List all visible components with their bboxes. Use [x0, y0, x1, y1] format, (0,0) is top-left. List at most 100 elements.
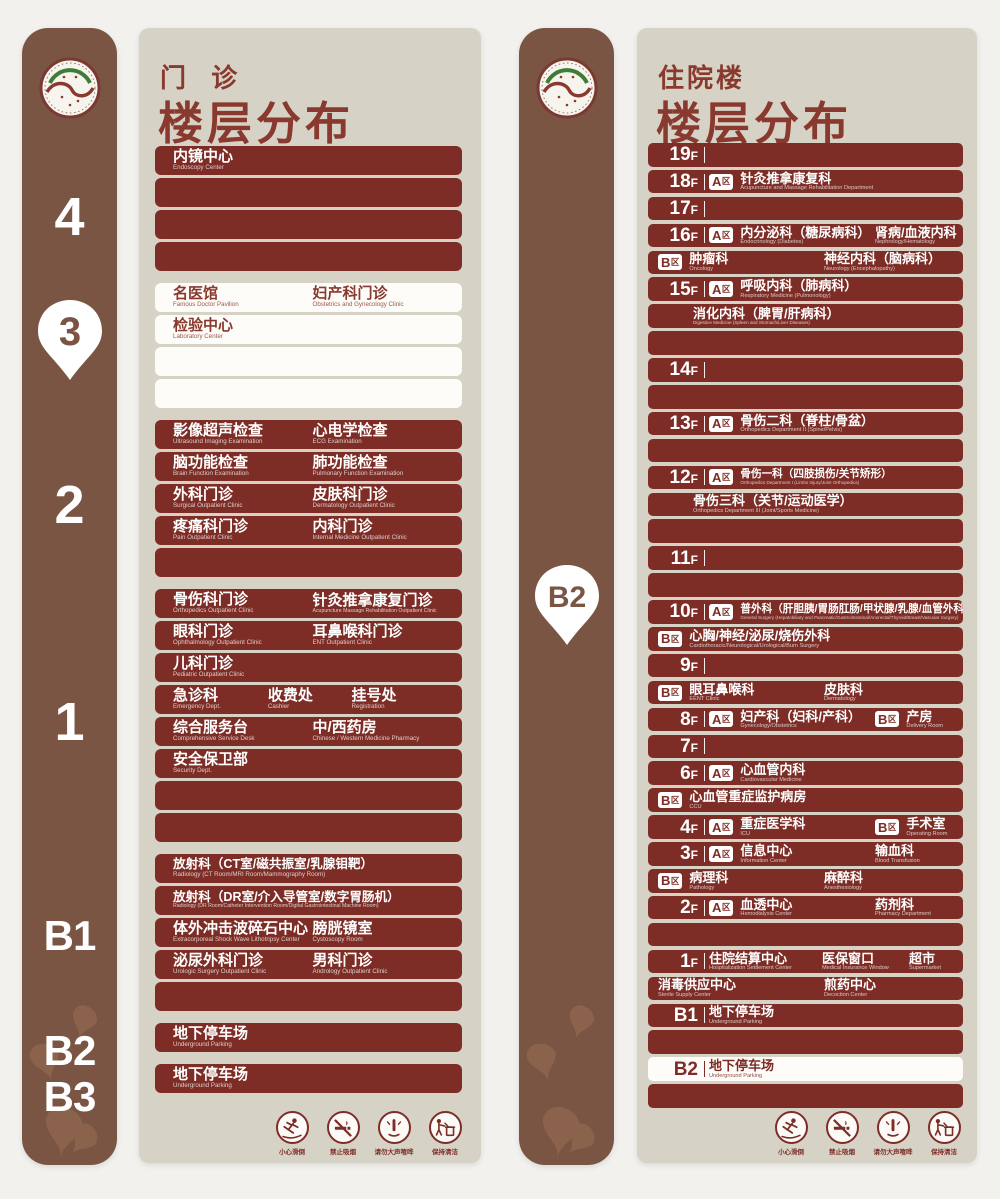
department-name-zh: 煎药中心	[824, 977, 877, 993]
department-text: 神经内科（脑病科） Neurology (Encephalopathy)	[824, 252, 941, 272]
directory-row: 骨伤三科（关节/运动医学） Orthopedics Department III …	[648, 492, 963, 517]
department-cell: 急诊科 Emergency Dept.	[173, 688, 268, 711]
department-name-en: Oncology	[689, 266, 714, 273]
floor-suffix: F	[690, 740, 698, 755]
department-name-en: ECG Examination	[312, 437, 362, 445]
department-cell: 肾病/血液内科 Nephrology/Hematology	[875, 225, 957, 246]
department-name-en: Cardiovascular Medicine	[740, 776, 802, 783]
zone-char: 区	[721, 176, 731, 187]
row-content: A 区呼吸内科（肺病科） Respiratory Medicine (Pulmono…	[705, 279, 963, 299]
department-name-en: Neurology (Encephalopathy)	[824, 266, 895, 273]
directory-row: 18 F A 区针灸推拿康复科 Acupuncture and Massage Reha…	[648, 169, 963, 194]
department-text: 消毒供应中心 Sterile Supply Center	[658, 978, 736, 998]
floor-number: 3	[680, 843, 691, 865]
department-name-zh: 内科门诊	[312, 518, 373, 536]
department-name-zh: 消化内科（脾胃/肝病科）	[693, 305, 840, 321]
department-name-zh: 疼痛科门诊	[173, 518, 249, 536]
floor-section-3: 名医馆 Famous Doctor Pavilion 妇产科门诊 Obstetrics…	[155, 283, 462, 408]
department-name-en: Pathology	[689, 884, 715, 891]
directory-row: 消化内科（脾胃/肝病科） Digestive Medicine (Spleen a…	[648, 304, 963, 328]
department-name-en: ICU	[740, 830, 751, 837]
floor-label: 18 F	[648, 172, 704, 191]
department-cell: B 区产房 Delivery Room	[875, 709, 944, 730]
hospital-logo-icon	[38, 56, 102, 125]
department-cell: 输血科 Blood Transfusion	[875, 844, 920, 864]
department-cell: 心电学检查 ECG Examination	[313, 423, 453, 446]
floor-suffix: F	[690, 364, 698, 379]
directory-row: 疼痛科门诊 Pain Outpatient Clinic 内科门诊 Internal …	[155, 516, 462, 545]
department-cell: 男科门诊 Andrology Outpatient Clinic	[313, 953, 453, 976]
zone-letter: A	[712, 416, 722, 432]
department-name-en: Delivery Room	[906, 723, 944, 730]
department-name-en: Hemodialysis Center	[740, 911, 793, 918]
directory-row: 19 F	[648, 143, 963, 167]
zone-letter: A	[712, 469, 722, 485]
current-floor-label: B2	[547, 581, 585, 614]
department-name-zh: 放射科（DR室/介入导管室/数字胃肠机）	[173, 890, 400, 905]
department-text: 呼吸内科（肺病科） Respiratory Medicine (Pulmonolo…	[740, 279, 857, 299]
department-name-zh: 手术室	[906, 816, 946, 832]
department-text: 重症医学科 ICU	[740, 817, 805, 837]
legend-item: 保持清洁	[922, 1111, 966, 1156]
directory-row: B2 地下停车场 Underground Parking	[648, 1057, 963, 1081]
department-name-en: Digestive Medicine (Spleen and Stomach/L…	[693, 320, 810, 326]
directory-row: 儿科门诊 Pediatric Outpatient Clinic	[155, 653, 462, 682]
zone-letter: B	[661, 873, 671, 889]
directory-row: B 区心血管重症监护病房 CCU	[648, 788, 963, 812]
directory-row: 地下停车场 Underground Parking	[155, 1064, 462, 1093]
directory-row	[648, 438, 963, 463]
legend-label: 禁止吸烟	[330, 1149, 356, 1156]
department-cell: 住院结算中心 Hospitalization Settlement Center	[709, 951, 822, 972]
directory-row	[155, 347, 462, 376]
floor-suffix: F	[690, 955, 698, 970]
department-name-en: Acupuncture and Massage Rehabilitation D…	[740, 185, 874, 192]
directory-row	[155, 379, 462, 408]
legend-label: 请勿大声喧哗	[873, 1149, 913, 1156]
directory-row	[648, 385, 963, 409]
caution-slip-icon	[275, 1111, 309, 1144]
floor-number: 17	[669, 198, 691, 220]
floor-section-B1: 放射科（CT室/磁共振室/乳腺钼靶） Radiology (CT Room/MRI…	[155, 854, 462, 1011]
department-name-en: Underground Parking	[173, 1081, 232, 1089]
directory-row: 外科门诊 Surgical Outpatient Clinic 皮肤科门诊 Derma…	[155, 484, 462, 513]
directory-row: B1 地下停车场 Underground Parking	[648, 1003, 963, 1027]
department-name-en: EENT Clinic	[689, 696, 720, 703]
directory-row: 17 F	[648, 196, 963, 221]
department-cell: 名医馆 Famous Doctor Pavilion	[173, 286, 313, 309]
department-name-en: Security Dept.	[173, 766, 212, 774]
department-name-en: Laboratory Center	[173, 332, 223, 340]
department-name-zh: 心电学检查	[312, 422, 388, 440]
department-cell: A 区信息中心 Information Center	[709, 844, 875, 864]
department-cell: 皮肤科 Dermatology	[824, 683, 863, 703]
department-cell: B 区心血管重症监护病房 CCU	[658, 790, 806, 810]
floor-number: 4	[680, 816, 691, 838]
department-text: 药剂科 Pharmacy Department	[875, 898, 931, 918]
floor-number: 10	[669, 601, 691, 623]
zone-char: 区	[721, 767, 731, 778]
row-content: B 区心胸/神经/泌尿/烧伤外科 Cardiothoracic/Neurologic…	[654, 629, 963, 649]
department-text: 手术室 Operating Room	[906, 817, 947, 837]
zone-char: 区	[721, 848, 731, 859]
directory-row: B 区心胸/神经/泌尿/烧伤外科 Cardiothoracic/Neurologic…	[648, 627, 963, 651]
zone-char: 区	[670, 257, 680, 268]
department-cell: A 区针灸推拿康复科 Acupuncture and Massage Rehabil…	[709, 172, 873, 192]
row-content: B 区肿瘤科 Oncology 神经内科（脑病科） Neurology (Encepha…	[654, 252, 963, 272]
inpatient-panel: B2 住院楼 楼层分布 19 F 18 F A 区针灸推拿康复科 Acupuncture a…	[500, 0, 1000, 1199]
row-content: A 区信息中心 Information Center 输血科 Blood Transfu…	[705, 844, 963, 864]
directory-row: 名医馆 Famous Doctor Pavilion 妇产科门诊 Obstetrics…	[155, 283, 462, 312]
department-cell: 膀胱镜室 Cystoscopy Room	[313, 921, 453, 944]
department-name-en: Radiology (CT Room/MRI Room/Mammography …	[173, 870, 326, 878]
department-name-zh: 地下停车场	[173, 1025, 249, 1043]
department-cell: 针灸推拿康复门诊 Acupuncture Massage Rehabilitati…	[313, 593, 453, 614]
directory-row: 6 F A 区心血管内科 Cardiovascular Medicine	[648, 761, 963, 785]
directory-row: 放射科（CT室/磁共振室/乳腺钼靶） Radiology (CT Room/MRI…	[155, 854, 462, 883]
legend-label: 请勿大声喧哗	[374, 1149, 414, 1156]
department-name-zh: 医保窗口	[822, 950, 875, 966]
floor-label-wrap: 11 F	[648, 549, 705, 568]
legend-label: 保持清洁	[931, 1149, 957, 1156]
